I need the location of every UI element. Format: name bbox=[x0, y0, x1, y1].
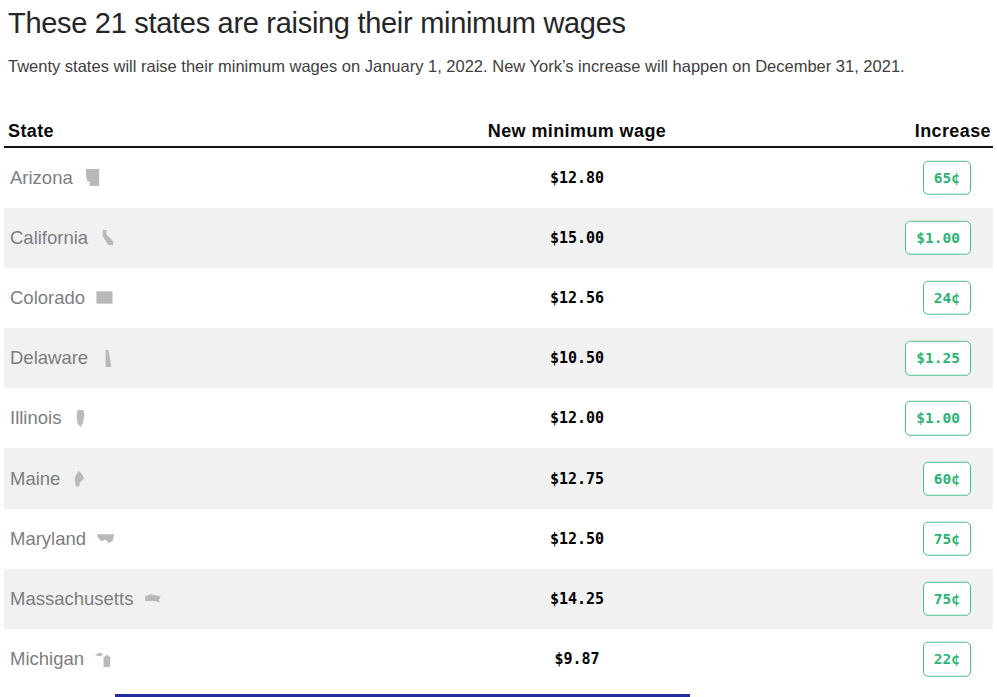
page-subtitle: Twenty states will raise their minimum w… bbox=[8, 53, 938, 80]
state-name: Massachusetts bbox=[10, 588, 133, 610]
increase-badge: $1.00 bbox=[905, 221, 971, 256]
table-body: Arizona $12.80 65¢ California $15.00 $1.… bbox=[4, 148, 993, 690]
wage-value: $12.80 bbox=[550, 169, 604, 187]
state-name: Colorado bbox=[10, 287, 85, 309]
state-cell: Maryland bbox=[10, 528, 115, 550]
illinois-state-icon bbox=[71, 409, 90, 428]
state-cell: Arizona bbox=[10, 167, 102, 189]
minimum-wage-chart-page: These 21 states are raising their minimu… bbox=[0, 0, 997, 697]
increase-badge: 75¢ bbox=[923, 582, 971, 617]
table-row: Maine $12.75 60¢ bbox=[4, 448, 993, 508]
wage-value: $12.56 bbox=[550, 289, 604, 307]
state-cell: Michigan bbox=[10, 648, 113, 670]
increase-badge: 24¢ bbox=[923, 281, 971, 316]
state-cell: Illinois bbox=[10, 407, 90, 429]
wage-value: $14.25 bbox=[550, 590, 604, 608]
increase-badge: 22¢ bbox=[923, 642, 971, 677]
wage-value: $9.87 bbox=[554, 650, 599, 668]
wage-value: $12.00 bbox=[550, 409, 604, 427]
table-row: Colorado $12.56 24¢ bbox=[4, 268, 993, 328]
table-header-row: State New minimum wage Increase bbox=[4, 121, 993, 148]
increase-badge: $1.25 bbox=[905, 341, 971, 376]
column-header-new-minimum-wage: New minimum wage bbox=[488, 121, 666, 142]
state-name: California bbox=[10, 227, 88, 249]
delaware-state-icon bbox=[98, 349, 117, 368]
wage-table: State New minimum wage Increase Arizona … bbox=[0, 121, 997, 690]
maine-state-icon bbox=[70, 469, 89, 488]
column-header-increase: Increase bbox=[915, 121, 991, 142]
massachusetts-state-icon bbox=[143, 589, 162, 608]
state-name: Illinois bbox=[10, 407, 61, 429]
state-cell: Colorado bbox=[10, 287, 114, 309]
page-title: These 21 states are raising their minimu… bbox=[8, 7, 989, 40]
table-row: Delaware $10.50 $1.25 bbox=[4, 328, 993, 388]
state-cell: Massachusetts bbox=[10, 588, 162, 610]
state-name: Maine bbox=[10, 468, 60, 490]
increase-badge: 75¢ bbox=[923, 521, 971, 556]
table-row: Arizona $12.80 65¢ bbox=[4, 148, 993, 208]
increase-badge: 60¢ bbox=[923, 461, 971, 496]
state-name: Maryland bbox=[10, 528, 86, 550]
maryland-state-icon bbox=[96, 529, 115, 548]
state-cell: Maine bbox=[10, 468, 89, 490]
state-cell: Delaware bbox=[10, 347, 117, 369]
table-row: Michigan $9.87 22¢ bbox=[4, 629, 993, 689]
column-header-state: State bbox=[8, 121, 54, 142]
state-name: Michigan bbox=[10, 648, 84, 670]
table-row: California $15.00 $1.00 bbox=[4, 208, 993, 268]
state-name: Arizona bbox=[10, 167, 73, 189]
increase-badge: $1.00 bbox=[905, 401, 971, 436]
arizona-state-icon bbox=[83, 168, 102, 187]
table-row: Illinois $12.00 $1.00 bbox=[4, 388, 993, 448]
wage-value: $15.00 bbox=[550, 229, 604, 247]
table-row: Massachusetts $14.25 75¢ bbox=[4, 569, 993, 629]
wage-value: $12.50 bbox=[550, 530, 604, 548]
colorado-state-icon bbox=[95, 288, 114, 307]
michigan-state-icon bbox=[94, 650, 113, 669]
state-name: Delaware bbox=[10, 347, 88, 369]
table-row: Maryland $12.50 75¢ bbox=[4, 509, 993, 569]
state-cell: California bbox=[10, 227, 117, 249]
california-state-icon bbox=[98, 228, 117, 247]
increase-badge: 65¢ bbox=[923, 160, 971, 195]
wage-value: $12.75 bbox=[550, 470, 604, 488]
wage-value: $10.50 bbox=[550, 349, 604, 367]
